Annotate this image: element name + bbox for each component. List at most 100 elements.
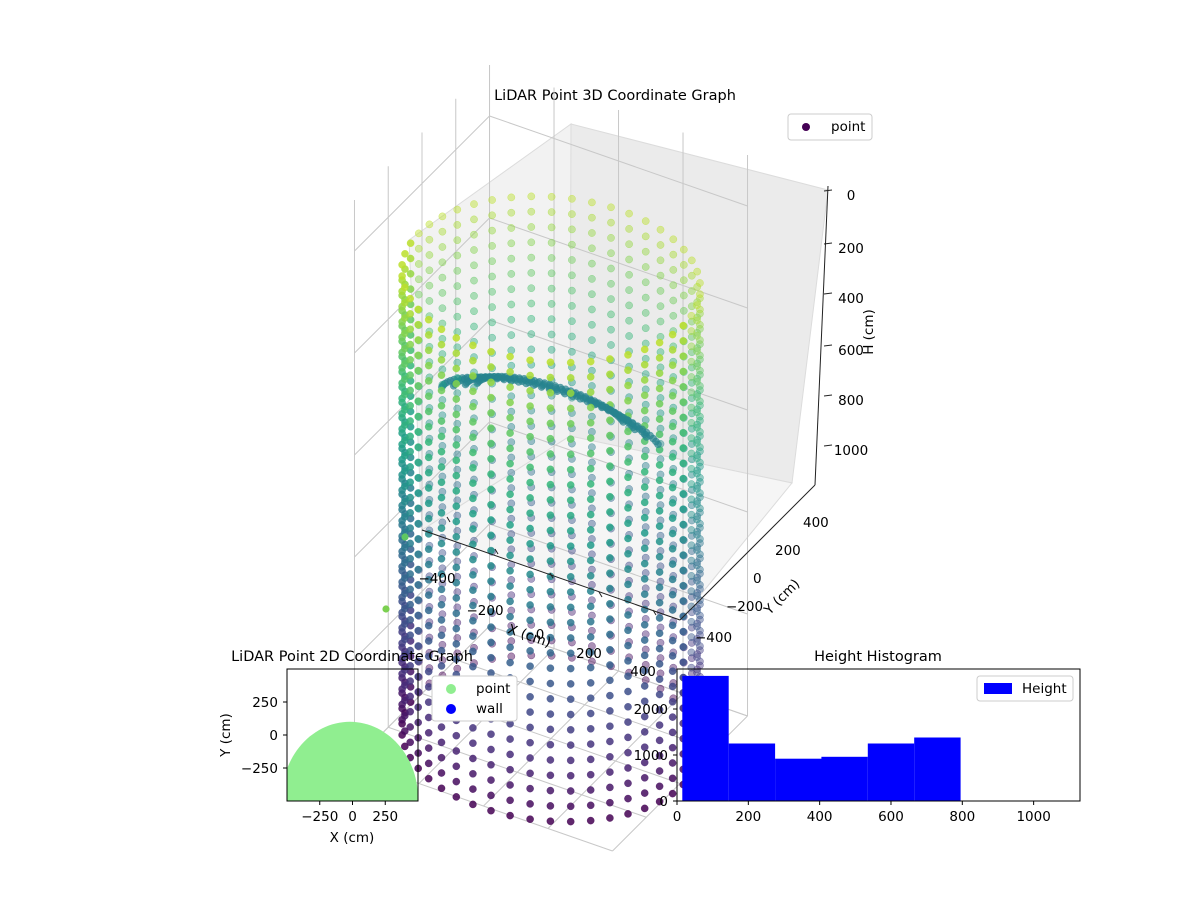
point-3d xyxy=(452,532,461,541)
point-3d xyxy=(606,569,614,578)
point-3d xyxy=(607,295,615,303)
point-3d xyxy=(655,675,664,684)
point-3d xyxy=(452,471,461,480)
point-3d xyxy=(568,332,576,341)
point-3d xyxy=(414,336,423,344)
point-3d xyxy=(641,324,650,333)
point-3d xyxy=(546,526,555,535)
point-3d xyxy=(588,504,596,513)
point-3d xyxy=(696,569,704,578)
point-3d xyxy=(424,744,433,752)
point-3d xyxy=(696,305,704,314)
point-3d xyxy=(588,320,596,329)
point-3d xyxy=(640,712,649,721)
point-3d xyxy=(507,193,516,202)
point-3d xyxy=(547,238,556,247)
point-3d xyxy=(693,589,702,597)
point-3d xyxy=(437,463,446,471)
x-tick-label-2d: −250 xyxy=(301,809,338,825)
point-3d xyxy=(566,389,575,398)
point-3d xyxy=(586,694,595,703)
point-3d xyxy=(526,478,534,487)
point-3d xyxy=(693,622,701,631)
point-3d xyxy=(437,417,446,425)
point-3d xyxy=(566,404,575,413)
point-3d xyxy=(547,315,556,324)
point-3d xyxy=(641,309,650,317)
point-3d xyxy=(696,279,704,287)
point-3d xyxy=(625,270,633,279)
point-3d xyxy=(487,653,495,662)
point-3d xyxy=(693,393,701,401)
point-3d xyxy=(506,368,514,376)
point-3d xyxy=(506,643,514,652)
point-3d xyxy=(406,371,415,379)
point-3d xyxy=(438,243,447,251)
point-3d xyxy=(624,396,632,405)
point-3d xyxy=(687,480,696,488)
point-3d xyxy=(624,733,632,742)
point-3d xyxy=(640,804,649,813)
point-3d xyxy=(624,565,632,573)
point-3d xyxy=(487,393,495,402)
point-3d xyxy=(401,249,409,258)
point-3d xyxy=(693,484,701,493)
point-3d xyxy=(414,320,423,329)
point-3d xyxy=(406,738,415,747)
point-3d xyxy=(547,192,556,201)
point-3d xyxy=(414,244,423,253)
point-3d xyxy=(406,254,415,263)
point-3d xyxy=(507,346,516,355)
x-tick-label-2d: 250 xyxy=(372,809,398,825)
point-3d xyxy=(546,664,555,673)
point-3d xyxy=(406,447,415,456)
point-3d xyxy=(640,605,649,614)
point-3d xyxy=(437,769,446,777)
point-3d xyxy=(696,493,704,502)
point-3d xyxy=(452,624,461,633)
point-3d xyxy=(696,432,704,440)
point-3d xyxy=(588,366,596,375)
point-3d xyxy=(437,585,446,594)
point-3d xyxy=(424,545,433,554)
point-3d xyxy=(506,597,514,606)
point-3d xyxy=(693,469,701,478)
point-3d xyxy=(507,514,516,523)
point-3d xyxy=(400,298,409,307)
point-3d xyxy=(668,437,677,446)
point-3d xyxy=(438,258,447,267)
point-3d xyxy=(414,565,423,574)
point-3d xyxy=(586,617,595,626)
point-3d xyxy=(546,450,555,458)
point-3d xyxy=(507,652,516,661)
point-3d xyxy=(469,769,477,778)
point-3d xyxy=(624,718,632,726)
point-3d xyxy=(438,227,447,236)
point-3d xyxy=(679,459,688,468)
point-3d xyxy=(641,278,650,287)
point-3d xyxy=(696,535,704,543)
point-3d xyxy=(414,229,423,238)
point-3d xyxy=(588,428,596,436)
point-3d xyxy=(693,619,702,628)
point-3d xyxy=(566,817,575,826)
points-2d-region xyxy=(287,721,418,801)
point-3d xyxy=(696,447,704,456)
point-3d xyxy=(566,756,575,765)
point-3d xyxy=(406,493,415,502)
point-3d xyxy=(568,225,576,234)
point-3d xyxy=(668,330,677,339)
point-3d xyxy=(640,743,649,752)
point-3d xyxy=(687,587,696,596)
point-3d xyxy=(398,272,406,280)
point-3d xyxy=(526,708,534,716)
point-3d xyxy=(696,550,704,559)
point-3d xyxy=(546,771,555,780)
point-3d xyxy=(696,657,704,666)
point-3d xyxy=(623,416,632,424)
point-3d xyxy=(696,508,704,517)
point-3d xyxy=(640,789,649,797)
point-3d xyxy=(606,752,614,761)
point-3d xyxy=(406,508,415,517)
y-tick-label-histogram: 1000 xyxy=(634,748,668,764)
